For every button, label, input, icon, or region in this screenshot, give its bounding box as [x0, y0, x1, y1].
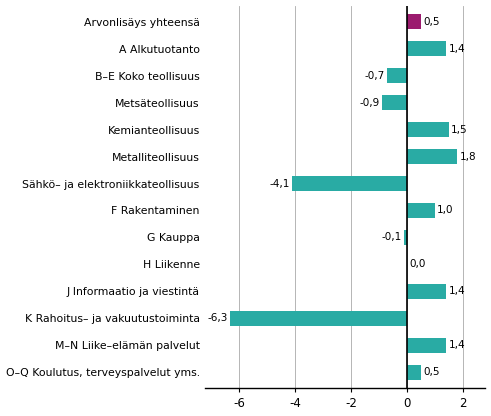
Text: 1,0: 1,0: [437, 206, 454, 215]
Bar: [407, 338, 446, 353]
Text: -0,7: -0,7: [365, 71, 385, 81]
Text: 1,4: 1,4: [448, 286, 465, 296]
Text: -0,1: -0,1: [382, 233, 402, 243]
Text: 0,0: 0,0: [409, 260, 426, 270]
Bar: [292, 176, 407, 191]
Text: -4,1: -4,1: [270, 178, 290, 188]
Text: 1,4: 1,4: [448, 44, 465, 54]
Bar: [407, 149, 458, 164]
Bar: [407, 365, 421, 380]
Bar: [387, 68, 407, 83]
Bar: [407, 122, 449, 137]
Text: 1,5: 1,5: [451, 124, 468, 135]
Bar: [407, 284, 446, 299]
Bar: [404, 230, 407, 245]
Text: 0,5: 0,5: [423, 17, 440, 27]
Text: 0,5: 0,5: [423, 367, 440, 377]
Bar: [407, 41, 446, 56]
Bar: [230, 311, 407, 326]
Text: 1,4: 1,4: [448, 340, 465, 350]
Bar: [382, 95, 407, 110]
Bar: [407, 203, 435, 218]
Text: 1,8: 1,8: [460, 151, 476, 161]
Text: -0,9: -0,9: [359, 98, 380, 108]
Text: -6,3: -6,3: [208, 313, 228, 323]
Bar: [407, 14, 421, 29]
